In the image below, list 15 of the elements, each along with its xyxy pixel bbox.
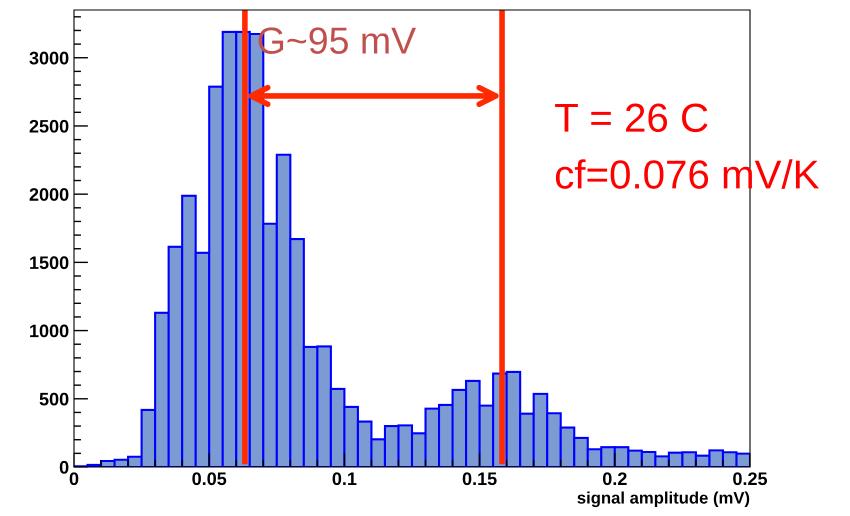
y-tick-label: 500 — [40, 392, 68, 406]
x-tick-label: 0.25 — [733, 472, 768, 486]
y-tick-label: 0 — [60, 460, 68, 474]
y-tick-label: 2500 — [30, 120, 68, 133]
y-tick-label: 2000 — [30, 188, 68, 201]
x-tick-label: 0.1 — [332, 472, 356, 486]
x-tick-label: 0 — [70, 472, 78, 486]
x-tick-label: 0.15 — [462, 472, 497, 486]
annotation: T = 26 C — [555, 104, 708, 132]
y-tick-label: 1500 — [30, 256, 68, 270]
y-tick-label: 3000 — [29, 52, 68, 64]
x-axis-title: signal amplitude (mV) — [577, 491, 750, 508]
x-tick-label: 0.05 — [192, 472, 226, 486]
y-tick-label: 1000 — [30, 324, 68, 338]
x-tick-label: 0.2 — [602, 472, 627, 486]
